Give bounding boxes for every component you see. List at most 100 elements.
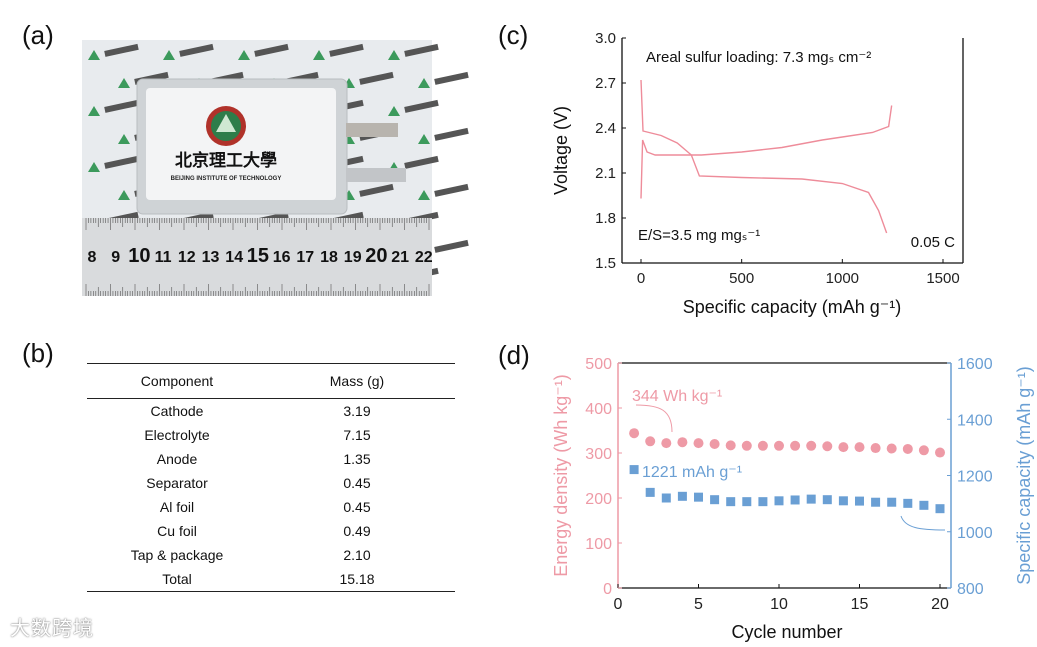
component-cell: Separator (146, 475, 208, 491)
capacity-point (935, 504, 945, 514)
energy-density-point (725, 440, 736, 451)
energy-density-point (918, 445, 929, 456)
panel-label-a: (a) (22, 20, 54, 50)
y-axis-label: Voltage (V) (551, 106, 571, 195)
capacity-point (790, 495, 800, 505)
annotation-sulfur-loading: Areal sulfur loading: 7.3 mgₛ cm⁻² (646, 49, 871, 66)
capacity-point (710, 495, 720, 505)
energy-density-point (693, 438, 704, 449)
left-tick-label: 200 (585, 491, 612, 508)
component-cell: Cathode (150, 403, 204, 419)
component-cell: Electrolyte (144, 427, 210, 443)
capacity-point (838, 496, 848, 506)
y-tick-label: 2.4 (595, 120, 616, 137)
energy-density-point (709, 439, 720, 449)
y-tick-label: 1.5 (595, 255, 616, 272)
mass-cell: 1.35 (343, 451, 371, 467)
annotation-energy: 344 Wh kg⁻¹ (632, 388, 722, 405)
y-tick-label: 1.8 (595, 210, 616, 227)
energy-density-point (902, 443, 913, 454)
table-header: Component Mass (g) (87, 364, 455, 399)
capacity-point (694, 492, 703, 502)
energy-density-point (645, 436, 656, 447)
capacity-point (822, 495, 832, 505)
capacity-point (919, 500, 929, 510)
energy-density-point (757, 440, 768, 451)
mass-cell: 15.18 (339, 571, 375, 587)
x-tick-label: 10 (770, 596, 788, 613)
mass-cell: 3.19 (343, 403, 371, 419)
left-tick-label: 100 (585, 536, 612, 553)
capacity-point (871, 497, 881, 507)
capacity-point (661, 493, 671, 503)
mass-cell: 7.15 (343, 427, 371, 443)
capacity-point (806, 494, 816, 504)
watermark: 大数跨境 (10, 618, 94, 640)
energy-density-point (790, 440, 801, 451)
charge-curve (640, 105, 893, 199)
component-cell: Tap & package (130, 547, 224, 563)
left-tick-label: 500 (585, 356, 612, 373)
x-tick-label: 1500 (926, 270, 959, 287)
y-tick-label: 3.0 (595, 30, 616, 47)
discharge-curve (640, 79, 888, 234)
x-tick-label: 500 (729, 270, 754, 287)
energy-density-point (822, 441, 833, 452)
component-cell: Cu foil (157, 523, 197, 539)
energy-density-point (629, 428, 640, 439)
component-cell: Total (162, 571, 192, 587)
energy-density-point (854, 442, 865, 453)
capacity-point (629, 465, 639, 475)
right-tick-label: 1600 (957, 356, 993, 373)
mass-cell: 2.10 (343, 547, 371, 563)
capacity-point (645, 487, 655, 497)
capacity-point (855, 496, 864, 506)
table-row: Separator 0.45 (87, 471, 455, 495)
energy-density-point (870, 443, 881, 454)
x-axis-label: Specific capacity (mAh g⁻¹) (683, 297, 902, 317)
left-tick-label: 300 (585, 446, 612, 463)
capacity-point (742, 497, 752, 507)
energy-density-point (806, 440, 817, 451)
right-tick-label: 1200 (957, 469, 993, 486)
right-tick-label: 1400 (957, 412, 993, 429)
capacity-point (903, 498, 913, 508)
component-cell: Al foil (159, 499, 195, 515)
capacity-point (887, 497, 897, 507)
annotation-rate: 0.05 C (911, 234, 955, 251)
annotation-capacity: 1221 mAh g⁻¹ (642, 464, 742, 481)
arrow-energy-to-left (635, 404, 673, 433)
mass-cell: 0.45 (343, 475, 371, 491)
table-row: Cu foil 0.49 (87, 519, 455, 543)
left-tick-label: 400 (585, 401, 612, 418)
y-tick-label: 2.7 (595, 75, 616, 92)
energy-density-point (935, 447, 945, 458)
capacity-point (758, 497, 768, 507)
energy-density-point (661, 438, 672, 449)
mass-cell: 0.49 (343, 523, 371, 539)
x-tick-label: 0 (637, 270, 645, 287)
x-tick-label: 20 (931, 596, 949, 613)
energy-density-point (677, 437, 688, 448)
mass-table: Component Mass (g) Cathode 3.19 Electrolyt… (87, 363, 455, 592)
table-row: Cathode 3.19 (87, 399, 455, 423)
arrow-capacity-to-right (900, 515, 946, 531)
header-component: Component (140, 373, 214, 389)
table-row: Al foil 0.45 (87, 495, 455, 519)
header-mass: Mass (g) (329, 373, 385, 389)
energy-density-point (886, 443, 897, 454)
x-tick-label: 5 (694, 596, 703, 613)
left-axis-label: Energy density (Wh kg⁻¹) (551, 374, 571, 577)
table-row: Anode 1.35 (87, 447, 455, 471)
energy-density-point (741, 440, 752, 451)
energy-density-point (838, 442, 849, 453)
y-tick-label: 2.1 (595, 165, 616, 182)
annotation-es-ratio: E/S=3.5 mg mgₛ⁻¹ (638, 227, 760, 244)
x-tick-label: 1000 (826, 270, 859, 287)
capacity-point (677, 491, 687, 501)
component-cell: Anode (156, 451, 198, 467)
x-axis-label: Cycle number (731, 622, 842, 642)
x-tick-label: 15 (851, 596, 869, 613)
